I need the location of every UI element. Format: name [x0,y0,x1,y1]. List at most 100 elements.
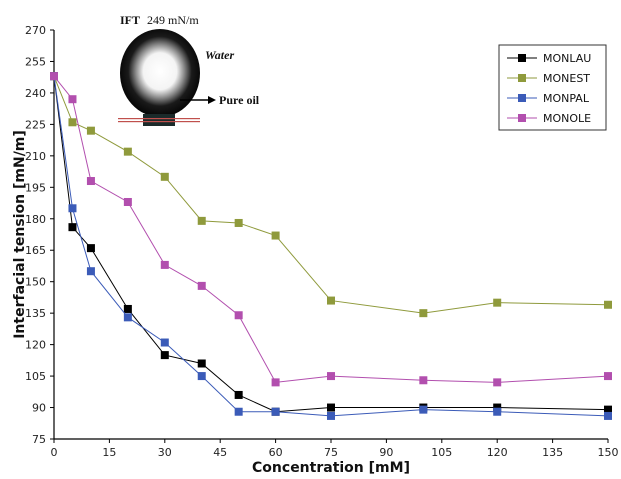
legend-marker-monlau [518,54,526,62]
data-point-monlau [86,244,95,253]
data-point-monpal [493,407,502,416]
x-tick-label: 45 [213,446,227,459]
inset-title-bold: IFT [120,13,140,27]
y-tick-label: 210 [25,150,46,163]
pure-oil-label: Pure oil [219,93,260,107]
data-point-monest [234,218,243,227]
data-point-monest [123,147,132,156]
data-point-monpal [197,372,206,381]
data-point-monole [604,372,612,381]
series-monpal [50,72,612,420]
y-tick-label: 255 [25,55,46,68]
series-line-monpal [53,76,609,417]
data-point-monole [160,260,169,269]
y-tick-label: 75 [32,433,46,446]
y-tick-label: 90 [32,402,46,415]
x-tick-label: 0 [51,446,58,459]
data-point-monpal [123,313,132,322]
legend-item-monlau: MONLAU [507,52,591,65]
y-tick-label: 180 [25,213,46,226]
y-tick-label: 240 [25,87,46,100]
y-tick-labels: 75 90 105 120 135 150 165 180 195 210 225 240 255 270 [25,24,54,446]
legend-box [498,44,607,131]
x-axis-title: Concentration [mM] [252,460,410,476]
series-monole [50,72,612,387]
x-tick-labels: 0 15 30 45 60 75 90 105 120 135 150 [51,439,619,459]
legend-label-monole: MONOLE [543,112,591,125]
data-point-monpal [68,204,77,213]
data-point-monole [493,378,502,387]
legend-item-monpal: MONPAL [507,92,590,105]
data-point-monole [327,372,335,381]
data-point-monole [271,378,280,387]
y-tick-label: 165 [25,244,46,257]
data-point-monest [493,298,502,307]
data-point-monlau [234,390,243,399]
y-tick-label: 105 [25,370,46,383]
x-tick-label: 75 [324,446,338,459]
legend-label-monpal: MONPAL [543,92,590,105]
legend-label-monlau: MONLAU [543,52,591,65]
inset-title: IFT 249 mN/m [120,13,199,27]
series-line-monole [53,75,609,383]
data-point-monpal [419,405,428,414]
droplet-inset: IFT 249 mN/m Water Pure oil [118,13,260,128]
x-tick-label: 60 [269,446,283,459]
data-point-monlau [604,405,612,414]
water-label: Water [205,48,234,62]
data-point-monlau [493,403,502,412]
legend-marker-monpal [518,94,526,102]
data-point-monest [327,296,335,305]
x-tick-label: 135 [542,446,563,459]
data-point-monole [234,311,243,320]
droplet-icon [120,29,200,117]
data-point-monest [271,231,280,240]
data-point-monest [160,172,169,181]
data-point-monlau [68,223,77,232]
data-point-monole [123,197,132,206]
x-tick-label: 150 [598,446,619,459]
y-tick-label: 270 [25,24,46,37]
interface-line-top [118,118,200,120]
y-tick-label: 225 [25,118,46,131]
legend-marker-monest [518,74,526,82]
data-point-monest [197,216,206,225]
legend: MONLAU MONEST MONPAL MONOLE [498,44,607,131]
y-tick-label: 150 [25,276,46,289]
data-point-monlau [160,351,169,360]
y-tick-label: 195 [25,181,46,194]
data-point-monole [50,72,58,81]
data-point-monlau [197,359,206,368]
y-tick-label: 135 [25,307,46,320]
data-point-monest [86,126,95,135]
data-point-monpal [327,411,335,420]
data-point-monest [604,300,612,309]
inset-title-value: 249 mN/m [147,13,199,27]
x-tick-label: 90 [379,446,393,459]
legend-item-monole: MONOLE [507,112,591,125]
series-layer [50,72,612,420]
data-point-monole [197,281,206,290]
data-point-monest [68,118,77,127]
x-tick-label: 105 [431,446,452,459]
needle-icon [143,114,175,126]
x-tick-label: 120 [487,446,508,459]
data-point-monole [419,376,428,385]
data-point-monole [86,177,95,186]
data-point-monole [68,95,77,104]
data-point-monpal [234,407,243,416]
interface-line-bottom [118,121,200,123]
data-point-monest [419,309,428,318]
y-tick-label: 120 [25,339,46,352]
x-tick-label: 30 [158,446,172,459]
arrow-head-icon [208,96,216,104]
legend-marker-monole [518,114,526,122]
data-point-monpal [604,411,612,420]
y-axis-title: Interfacial tension [mN/m] [12,130,28,339]
x-tick-label: 15 [102,446,116,459]
data-point-monpal [271,407,280,416]
data-point-monlau [327,403,335,412]
legend-item-monest: MONEST [507,72,590,85]
data-point-monpal [86,267,95,276]
